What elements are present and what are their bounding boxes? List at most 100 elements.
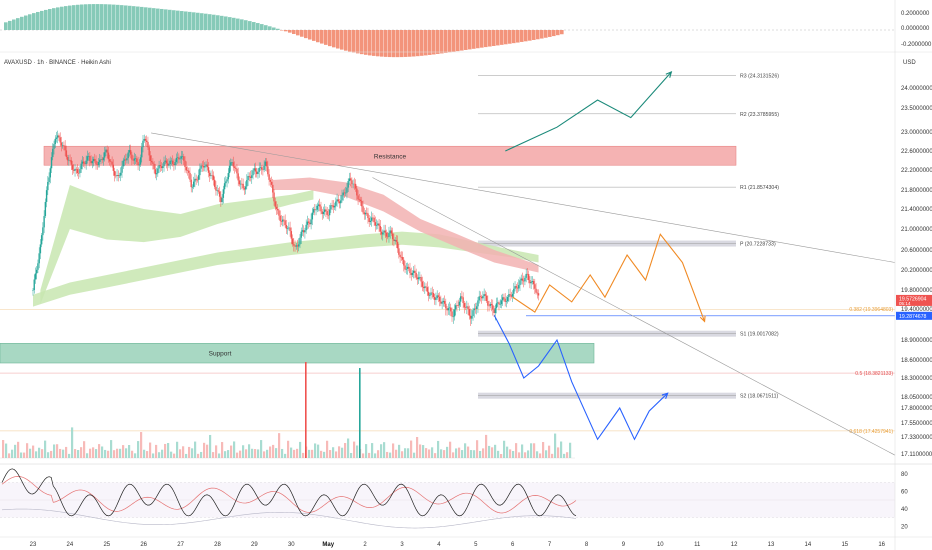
volume-bar [341, 447, 344, 458]
volume-bar [515, 443, 518, 458]
candle-body [154, 169, 157, 175]
candle-body [354, 183, 357, 189]
candle-body [349, 178, 352, 181]
volume-bar [194, 441, 197, 458]
candle-body [279, 215, 281, 221]
volume-bar [14, 444, 17, 458]
blue-price-tag [896, 311, 932, 320]
volume-bar [248, 444, 251, 458]
rsi-y-tick-label: 40 [901, 507, 908, 513]
oscillator-bar [304, 30, 308, 39]
candle-body [412, 270, 415, 273]
volume-bar [266, 449, 269, 458]
candle-body [120, 172, 122, 176]
candle-body [508, 294, 510, 298]
candle-body [173, 163, 175, 166]
volume-bar [2, 440, 5, 458]
candle-body [319, 204, 321, 207]
oscillator-bar [548, 30, 552, 37]
volume-bar [404, 448, 407, 458]
candle-body [399, 254, 401, 257]
candle-body [127, 152, 129, 159]
candle-body [192, 181, 195, 187]
candle-body [466, 306, 468, 308]
oscillator-bar [72, 5, 76, 30]
candle-body [142, 140, 144, 148]
volume-bar [320, 450, 323, 458]
candle-body [230, 162, 232, 166]
candle-body [183, 156, 185, 161]
x-tick-label: 9 [622, 542, 626, 548]
oscillator-bar [204, 13, 208, 30]
pivot-level-label: S1 (19.0017082) [740, 332, 779, 338]
candle-body [388, 233, 390, 237]
volume-bar [122, 445, 125, 458]
y-tick-label: 22.2000000 [901, 168, 932, 174]
candle-body [106, 149, 108, 153]
candles-layer [32, 130, 540, 326]
candle-body [409, 268, 411, 274]
current-price-value: 19.5726904 [899, 296, 927, 302]
volume-bar [335, 451, 338, 458]
candle-body [447, 308, 450, 311]
candle-body [137, 162, 139, 166]
candle-body [337, 199, 339, 202]
candle-body [434, 297, 436, 300]
candle-body [281, 219, 284, 222]
candle-body [43, 216, 45, 228]
candle-body [190, 179, 192, 188]
candle-body [325, 209, 327, 212]
candle-body [422, 286, 425, 289]
oscillator-bar [232, 17, 236, 30]
y-tick-label: 17.5500000 [901, 421, 932, 427]
x-tick-label: 14 [805, 542, 812, 548]
candle-body [111, 161, 113, 165]
candle-body [400, 256, 403, 258]
volume-bar [185, 453, 188, 458]
candle-body [291, 238, 294, 245]
candle-body [275, 206, 278, 209]
oscillator-bar [488, 30, 492, 47]
x-tick-label: 10 [657, 542, 664, 548]
oscillator-bar [172, 10, 176, 31]
volume-bar [554, 433, 557, 458]
candle-body [377, 223, 379, 225]
candle-body [162, 166, 164, 169]
volume-bar [272, 444, 275, 458]
trendline-descending-long [151, 132, 896, 263]
candle-body [459, 296, 462, 302]
oscillator-bar [532, 30, 536, 40]
candle-body [494, 308, 496, 314]
oscillator-bar [420, 30, 424, 56]
candle-body [210, 175, 212, 177]
support-zone-label: Support [209, 351, 232, 358]
trendline-descending-steep [372, 177, 896, 456]
projection-arrowhead [699, 315, 706, 323]
candle-body [536, 292, 538, 294]
candle-body [411, 272, 414, 276]
oscillator-bar [216, 15, 220, 30]
oscillator-bar [544, 30, 548, 38]
candle-body [347, 181, 349, 188]
oscillator-bar [524, 30, 528, 42]
candle-body [87, 155, 90, 157]
candle-body [537, 293, 540, 296]
volume-bar [458, 447, 461, 458]
rsi-line [1, 468, 577, 517]
candle-body [101, 159, 103, 161]
candle-body [499, 304, 501, 305]
candle-body [312, 209, 315, 213]
symbol-title: AVAXUSD · 1h · BINANCE · Heikin Ashi [4, 60, 111, 66]
volume-bar [569, 442, 572, 458]
candle-body [75, 168, 77, 170]
candle-body [520, 278, 522, 281]
candle-body [430, 292, 432, 296]
volume-bar [566, 452, 569, 458]
oscillator-bar [388, 30, 392, 58]
y-tick-label: 17.3300000 [901, 435, 932, 441]
projection-path [512, 233, 706, 322]
oscillator-bar [88, 4, 92, 30]
candle-body [117, 175, 119, 176]
volume-bar [347, 438, 350, 458]
